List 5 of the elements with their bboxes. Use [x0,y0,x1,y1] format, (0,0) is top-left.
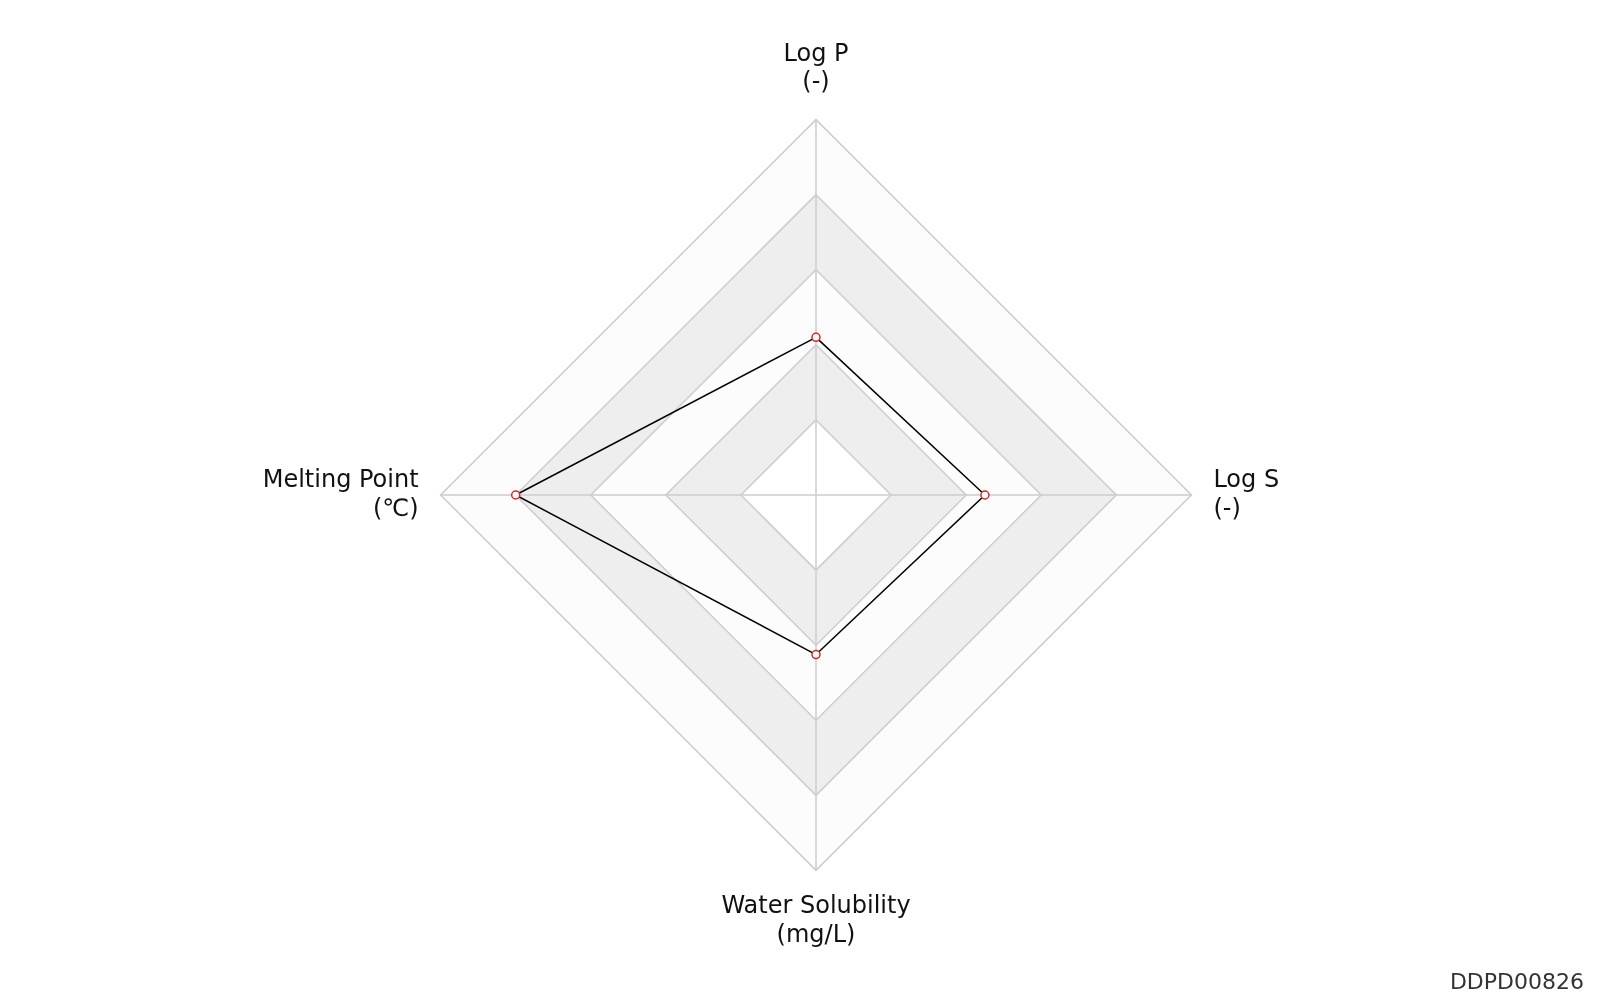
spoke-label: Log P (-) [783,38,849,96]
spoke-label: Melting Point (℃) [262,464,419,522]
spoke-label: Log S (-) [1213,464,1280,522]
spoke-label: Water Solubility (mg/L) [721,891,911,948]
text: DDPD00826 [1449,969,1584,994]
